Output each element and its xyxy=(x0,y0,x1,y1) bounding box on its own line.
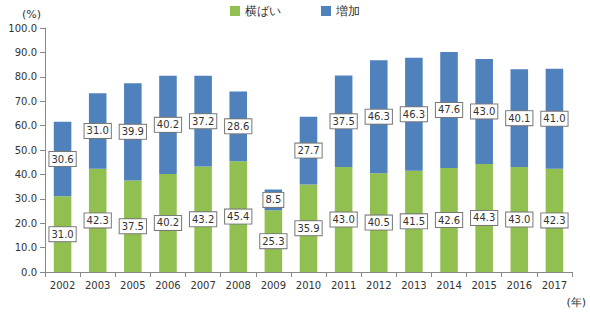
svg-text:40.0: 40.0 xyxy=(15,169,37,180)
svg-text:100.0: 100.0 xyxy=(8,23,37,34)
svg-text:2014: 2014 xyxy=(436,280,461,291)
svg-text:増加: 増加 xyxy=(335,4,360,18)
svg-text:30.0: 30.0 xyxy=(15,193,37,204)
svg-text:2008: 2008 xyxy=(226,280,251,291)
svg-text:2017: 2017 xyxy=(542,280,567,291)
svg-text:37.5: 37.5 xyxy=(333,116,355,127)
svg-text:44.3: 44.3 xyxy=(473,212,495,223)
svg-text:42.3: 42.3 xyxy=(543,215,565,226)
svg-text:42.6: 42.6 xyxy=(438,215,460,226)
svg-text:60.0: 60.0 xyxy=(15,120,37,131)
svg-text:46.3: 46.3 xyxy=(368,111,390,122)
svg-text:2009: 2009 xyxy=(261,280,286,291)
svg-text:80.0: 80.0 xyxy=(15,71,37,82)
svg-text:0.0: 0.0 xyxy=(21,267,37,278)
svg-text:27.7: 27.7 xyxy=(297,145,319,156)
svg-text:28.6: 28.6 xyxy=(227,121,249,132)
svg-text:2015: 2015 xyxy=(471,280,496,291)
svg-text:(年): (年) xyxy=(566,296,586,309)
svg-text:46.3: 46.3 xyxy=(403,109,425,120)
svg-text:2012: 2012 xyxy=(366,280,391,291)
svg-text:41.0: 41.0 xyxy=(543,113,565,124)
svg-text:37.5: 37.5 xyxy=(122,221,144,232)
svg-text:40.2: 40.2 xyxy=(157,217,179,228)
svg-text:2005: 2005 xyxy=(120,280,145,291)
svg-text:2016: 2016 xyxy=(507,280,532,291)
svg-text:39.9: 39.9 xyxy=(122,126,144,137)
svg-text:90.0: 90.0 xyxy=(15,47,37,58)
svg-text:50.0: 50.0 xyxy=(15,145,37,156)
svg-text:2007: 2007 xyxy=(190,280,215,291)
svg-text:31.0: 31.0 xyxy=(87,125,109,136)
svg-text:31.0: 31.0 xyxy=(51,229,73,240)
svg-text:42.3: 42.3 xyxy=(87,215,109,226)
svg-text:横ばい: 横ばい xyxy=(245,4,281,18)
svg-text:40.5: 40.5 xyxy=(368,217,390,228)
svg-text:40.2: 40.2 xyxy=(157,119,179,130)
svg-text:35.9: 35.9 xyxy=(297,223,319,234)
svg-text:37.2: 37.2 xyxy=(192,116,214,127)
svg-text:2011: 2011 xyxy=(331,280,356,291)
svg-text:8.5: 8.5 xyxy=(265,194,281,205)
svg-text:2013: 2013 xyxy=(401,280,426,291)
svg-text:40.1: 40.1 xyxy=(508,113,530,124)
svg-text:2010: 2010 xyxy=(296,280,321,291)
svg-text:2002: 2002 xyxy=(50,280,75,291)
svg-text:43.0: 43.0 xyxy=(473,106,495,117)
svg-text:43.0: 43.0 xyxy=(333,214,355,225)
svg-text:47.6: 47.6 xyxy=(438,104,460,115)
svg-text:2003: 2003 xyxy=(85,280,110,291)
svg-text:45.4: 45.4 xyxy=(227,211,249,222)
svg-text:(%): (%) xyxy=(22,8,41,21)
svg-text:43.2: 43.2 xyxy=(192,214,214,225)
svg-text:25.3: 25.3 xyxy=(262,236,284,247)
svg-text:43.0: 43.0 xyxy=(508,214,530,225)
svg-text:2006: 2006 xyxy=(155,280,180,291)
svg-text:70.0: 70.0 xyxy=(15,96,37,107)
svg-text:10.0: 10.0 xyxy=(15,242,37,253)
svg-text:20.0: 20.0 xyxy=(15,218,37,229)
svg-text:30.6: 30.6 xyxy=(51,154,73,165)
svg-text:41.5: 41.5 xyxy=(403,216,425,227)
